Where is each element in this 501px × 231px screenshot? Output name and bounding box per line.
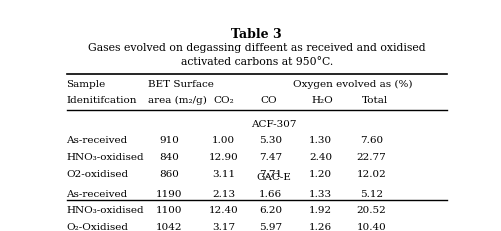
Text: Sample: Sample [67,79,106,88]
Text: O2-oxidised: O2-oxidised [67,169,129,178]
Text: 1.26: 1.26 [309,222,332,231]
Text: CO₂: CO₂ [213,95,234,104]
Text: 5.30: 5.30 [259,136,282,145]
Text: As-received: As-received [67,189,128,198]
Text: 1042: 1042 [156,222,183,231]
Text: 1.33: 1.33 [309,189,332,198]
Text: BET Surface: BET Surface [148,79,214,88]
Text: Gases evolved on degassing diffeent as received and oxidised: Gases evolved on degassing diffeent as r… [88,43,425,53]
Text: 1.30: 1.30 [309,136,332,145]
Text: 910: 910 [159,136,179,145]
Text: 5.97: 5.97 [259,222,282,231]
Text: CO: CO [261,95,277,104]
Text: 1.00: 1.00 [212,136,235,145]
Text: HNO₃-oxidised: HNO₃-oxidised [67,206,144,215]
Text: 2.13: 2.13 [212,189,235,198]
Text: 3.11: 3.11 [212,169,235,178]
Text: 12.40: 12.40 [209,206,238,215]
Text: O₂-Oxidised: O₂-Oxidised [67,222,129,231]
Text: H₂O: H₂O [311,95,333,104]
Text: 1100: 1100 [156,206,183,215]
Text: 3.17: 3.17 [212,222,235,231]
Text: 860: 860 [159,169,179,178]
Text: As-received: As-received [67,136,128,145]
Text: area (m₂/g): area (m₂/g) [148,95,207,104]
Text: Oxygen evolved as (%): Oxygen evolved as (%) [293,79,413,88]
Text: 10.40: 10.40 [356,222,386,231]
Text: 840: 840 [159,152,179,161]
Text: 7.71: 7.71 [259,169,282,178]
Text: 12.90: 12.90 [209,152,238,161]
Text: Idenitifcation: Idenitifcation [67,95,137,104]
Text: 1.66: 1.66 [259,189,282,198]
Text: ACF-307: ACF-307 [252,119,297,128]
Text: 2.40: 2.40 [309,152,332,161]
Text: 6.20: 6.20 [259,206,282,215]
Text: 12.02: 12.02 [356,169,386,178]
Text: 1.92: 1.92 [309,206,332,215]
Text: 1.20: 1.20 [309,169,332,178]
Text: Table 3: Table 3 [231,28,282,41]
Text: 1190: 1190 [156,189,183,198]
Text: HNO₃-oxidised: HNO₃-oxidised [67,152,144,161]
Text: Total: Total [362,95,388,104]
Text: 22.77: 22.77 [356,152,386,161]
Text: 7.60: 7.60 [360,136,383,145]
Text: GAC-E: GAC-E [257,173,292,182]
Text: activated carbons at 950°C.: activated carbons at 950°C. [181,57,333,67]
Text: 5.12: 5.12 [360,189,383,198]
Text: 20.52: 20.52 [356,206,386,215]
Text: 7.47: 7.47 [259,152,282,161]
